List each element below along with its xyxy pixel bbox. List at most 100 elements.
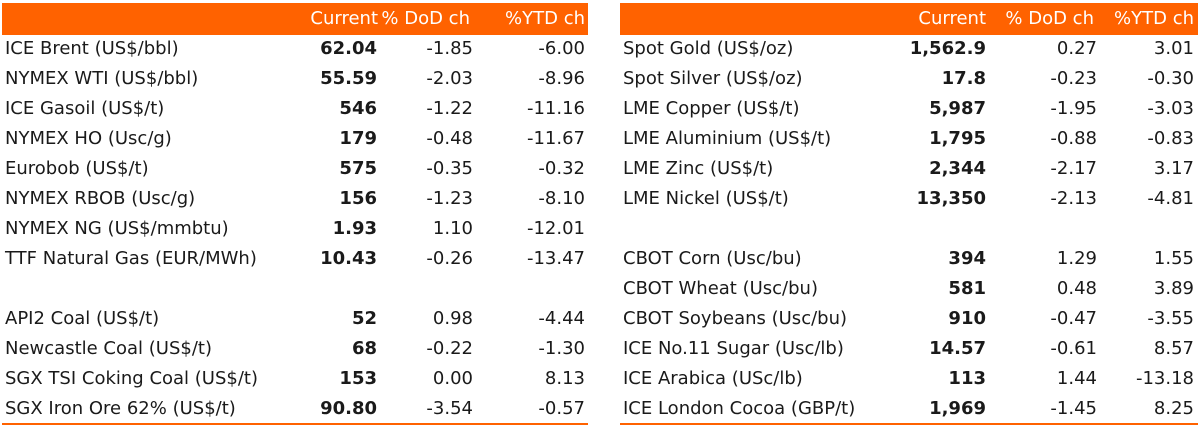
table-row: ICE No.11 Sugar (Usc/lb) 14.57 -0.61 8.57 bbox=[620, 335, 1198, 365]
dod-change: -0.26 bbox=[426, 248, 473, 269]
current-value: 153 bbox=[339, 368, 377, 389]
dod-change: 0.27 bbox=[1056, 38, 1097, 59]
table-row: ICE Arabica (USc/lb) 113 1.44 -13.18 bbox=[620, 365, 1198, 395]
ytd-change: -0.30 bbox=[1147, 68, 1194, 89]
ytd-change: -0.83 bbox=[1147, 128, 1194, 149]
commodity-name: NYMEX HO (Usc/g) bbox=[5, 128, 172, 149]
table-row: Spot Gold (US$/oz) 1,562.9 0.27 3.01 bbox=[620, 35, 1198, 65]
dod-change: -2.17 bbox=[1050, 158, 1097, 179]
current-value: 910 bbox=[948, 308, 986, 329]
table-body: ICE Brent (US$/bbl) 62.04 -1.85 -6.00 NYMEX… bbox=[2, 35, 588, 425]
dod-change: -1.23 bbox=[426, 188, 473, 209]
table-row: Spot Silver (US$/oz) 17.8 -0.23 -0.30 bbox=[620, 65, 1198, 95]
dod-change: -1.45 bbox=[1050, 398, 1097, 419]
table-row: Newcastle Coal (US$/t) 68 -0.22 -1.30 bbox=[2, 335, 588, 365]
table-row: API2 Coal (US$/t) 52 0.98 -4.44 bbox=[2, 305, 588, 335]
commodity-name: ICE Arabica (USc/lb) bbox=[623, 368, 803, 389]
ytd-change: -3.55 bbox=[1147, 308, 1194, 329]
commodity-name: LME Copper (US$/t) bbox=[623, 98, 800, 119]
current-value: 1,795 bbox=[929, 128, 986, 149]
table-row: ICE Gasoil (US$/t) 546 -1.22 -11.16 bbox=[2, 95, 588, 125]
dod-change: -1.85 bbox=[426, 38, 473, 59]
commodity-name: TTF Natural Gas (EUR/MWh) bbox=[5, 248, 257, 269]
table-row: NYMEX WTI (US$/bbl) 55.59 -2.03 -8.96 bbox=[2, 65, 588, 95]
ytd-change: -4.81 bbox=[1147, 188, 1194, 209]
current-value: 179 bbox=[339, 128, 377, 149]
dod-change: 0.48 bbox=[1056, 278, 1097, 299]
dod-change: -0.47 bbox=[1050, 308, 1097, 329]
commodity-name: Spot Gold (US$/oz) bbox=[623, 38, 794, 59]
dod-change: -0.35 bbox=[426, 158, 473, 179]
commodity-name: CBOT Corn (Usc/bu) bbox=[623, 248, 802, 269]
ytd-change: -1.30 bbox=[538, 338, 585, 359]
commodity-name: CBOT Wheat (Usc/bu) bbox=[623, 278, 818, 299]
dod-change: -0.48 bbox=[426, 128, 473, 149]
commodity-name: NYMEX WTI (US$/bbl) bbox=[5, 68, 199, 89]
dod-change: -1.95 bbox=[1050, 98, 1097, 119]
commodity-name: LME Nickel (US$/t) bbox=[623, 188, 789, 209]
current-value: 5,987 bbox=[929, 98, 986, 119]
current-value: 90.80 bbox=[320, 398, 377, 419]
commodity-name: NYMEX RBOB (Usc/g) bbox=[5, 188, 196, 209]
current-value: 1,562.9 bbox=[909, 38, 986, 59]
ytd-change: -11.16 bbox=[526, 98, 585, 119]
table-header: Current % DoD ch %YTD ch bbox=[2, 3, 588, 35]
dod-change: -2.03 bbox=[426, 68, 473, 89]
commodity-name: CBOT Soybeans (Usc/bu) bbox=[623, 308, 848, 329]
ytd-change: 1.55 bbox=[1153, 248, 1194, 269]
table-row: LME Aluminium (US$/t) 1,795 -0.88 -0.83 bbox=[620, 125, 1198, 155]
ytd-change: -3.03 bbox=[1147, 98, 1194, 119]
current-value: 156 bbox=[339, 188, 377, 209]
dod-change: -1.22 bbox=[426, 98, 473, 119]
commodity-name: Spot Silver (US$/oz) bbox=[623, 68, 803, 89]
current-value: 17.8 bbox=[941, 68, 986, 89]
commodity-name: SGX TSI Coking Coal (US$/t) bbox=[5, 368, 258, 389]
current-value: 14.57 bbox=[929, 338, 986, 359]
dod-change: 0.98 bbox=[432, 308, 473, 329]
table-row: NYMEX HO (Usc/g) 179 -0.48 -11.67 bbox=[2, 125, 588, 155]
current-value: 68 bbox=[351, 338, 377, 359]
table-row: TTF Natural Gas (EUR/MWh) 10.43 -0.26 -13.4… bbox=[2, 245, 588, 275]
ytd-change: -13.47 bbox=[526, 248, 585, 269]
table-row: SGX TSI Coking Coal (US$/t) 153 0.00 8.13 bbox=[2, 365, 588, 395]
ytd-change: -11.67 bbox=[526, 128, 585, 149]
current-value: 394 bbox=[948, 248, 986, 269]
current-value: 1,969 bbox=[929, 398, 986, 419]
current-value: 62.04 bbox=[320, 38, 377, 59]
commodity-name: ICE No.11 Sugar (Usc/lb) bbox=[623, 338, 844, 359]
ytd-change: 8.25 bbox=[1153, 398, 1194, 419]
metals-agri-table: Current % DoD ch %YTD ch Spot Gold (US$/… bbox=[620, 3, 1198, 425]
current-value: 2,344 bbox=[929, 158, 986, 179]
ytd-change: -0.32 bbox=[538, 158, 585, 179]
dod-change: 0.00 bbox=[432, 368, 473, 389]
current-value: 581 bbox=[948, 278, 986, 299]
dod-change: -0.61 bbox=[1050, 338, 1097, 359]
dod-change: -2.13 bbox=[1050, 188, 1097, 209]
ytd-change: 3.17 bbox=[1153, 158, 1194, 179]
commodity-name: LME Aluminium (US$/t) bbox=[623, 128, 832, 149]
table-row: ICE London Cocoa (GBP/t) 1,969 -1.45 8.25 bbox=[620, 395, 1198, 425]
table-row: Eurobob (US$/t) 575 -0.35 -0.32 bbox=[2, 155, 588, 185]
table-row: CBOT Corn (Usc/bu) 394 1.29 1.55 bbox=[620, 245, 1198, 275]
dod-change: 1.10 bbox=[432, 218, 473, 239]
ytd-change: 8.57 bbox=[1153, 338, 1194, 359]
table-row: CBOT Wheat (Usc/bu) 581 0.48 3.89 bbox=[620, 275, 1198, 305]
dod-change: -0.22 bbox=[426, 338, 473, 359]
commodity-name: NYMEX NG (US$/mmbtu) bbox=[5, 218, 229, 239]
current-value: 546 bbox=[339, 98, 377, 119]
table-row: LME Copper (US$/t) 5,987 -1.95 -3.03 bbox=[620, 95, 1198, 125]
header-dod-change: % DoD ch bbox=[381, 8, 470, 29]
ytd-change: -13.18 bbox=[1135, 368, 1194, 389]
header-dod-change: % DoD ch bbox=[1005, 8, 1094, 29]
header-current: Current bbox=[918, 8, 986, 29]
dod-change: -0.88 bbox=[1050, 128, 1097, 149]
table-row-spacer bbox=[620, 215, 1198, 245]
commodity-name: LME Zinc (US$/t) bbox=[623, 158, 774, 179]
current-value: 52 bbox=[351, 308, 377, 329]
current-value: 55.59 bbox=[320, 68, 377, 89]
current-value: 113 bbox=[948, 368, 986, 389]
header-current: Current bbox=[310, 8, 378, 29]
current-value: 1.93 bbox=[332, 218, 377, 239]
commodity-name: API2 Coal (US$/t) bbox=[5, 308, 160, 329]
table-row: CBOT Soybeans (Usc/bu) 910 -0.47 -3.55 bbox=[620, 305, 1198, 335]
